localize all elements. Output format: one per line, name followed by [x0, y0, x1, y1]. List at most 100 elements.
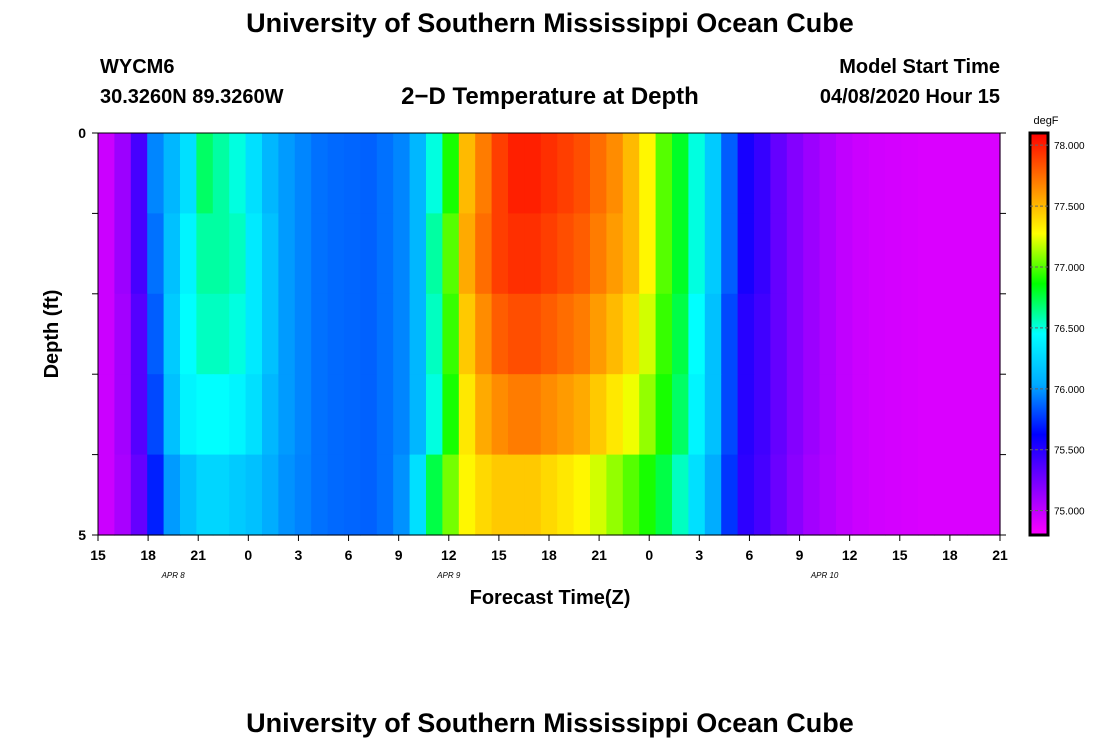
- heatmap-cell: [901, 133, 919, 214]
- heatmap-cell: [754, 293, 771, 375]
- heatmap-cell: [672, 293, 689, 375]
- heatmap-cell: [622, 213, 640, 295]
- heatmap-cell: [655, 293, 673, 375]
- heatmap-cell: [672, 454, 689, 536]
- heatmap-cell: [426, 374, 443, 456]
- heatmap-cell: [491, 374, 509, 456]
- heatmap-cell: [639, 454, 657, 536]
- date-label: APR 8: [161, 571, 186, 580]
- y-axis: 05: [78, 125, 1006, 543]
- heatmap-cell: [114, 293, 132, 375]
- x-tick-label: 18: [942, 547, 958, 563]
- heatmap-cell: [327, 133, 345, 214]
- plot-title: 2−D Temperature at Depth: [401, 83, 699, 110]
- colorbar-tick-label: 76.000: [1054, 385, 1085, 396]
- heatmap-cell: [622, 374, 640, 456]
- heatmap-cell: [360, 454, 378, 536]
- heatmap-cell: [491, 293, 509, 375]
- heatmap-cell: [229, 454, 247, 536]
- heatmap-cell: [573, 293, 591, 375]
- heatmap-cell: [573, 133, 591, 214]
- heatmap-cell: [114, 133, 132, 214]
- heatmap-cell: [918, 133, 935, 214]
- heatmap-cell: [245, 293, 263, 375]
- heatmap-cell: [196, 374, 214, 456]
- heatmap-cell: [475, 133, 493, 214]
- heatmap-cell: [967, 133, 985, 214]
- x-tick-label: 6: [345, 547, 353, 563]
- heatmap-cell: [114, 374, 132, 456]
- heatmap-cell: [98, 454, 115, 536]
- heatmap-cell: [196, 454, 214, 536]
- heatmap-cell: [376, 374, 394, 456]
- heatmap-cell: [737, 293, 755, 375]
- heatmap-cell: [458, 374, 476, 456]
- heatmap-cell: [393, 133, 411, 214]
- heatmap-cell: [327, 374, 345, 456]
- heatmap-cell: [901, 293, 919, 375]
- heatmap-cell: [918, 213, 935, 295]
- heatmap-cell: [212, 213, 230, 295]
- heatmap-cell: [655, 213, 673, 295]
- x-tick-label: 18: [140, 547, 156, 563]
- heatmap-cell: [245, 213, 263, 295]
- heatmap-cell: [130, 454, 148, 536]
- heatmap-cell: [721, 374, 739, 456]
- heatmap-cell: [688, 454, 706, 536]
- model-start-value: 04/08/2020 Hour 15: [819, 86, 1000, 108]
- heatmap-cell: [557, 133, 575, 214]
- heatmap-cell: [737, 133, 755, 214]
- heatmap-cell: [458, 133, 476, 214]
- heatmap-cell: [819, 213, 837, 295]
- heatmap-cell: [606, 454, 624, 536]
- heatmap-cell: [852, 213, 870, 295]
- heatmap-cell: [557, 293, 575, 375]
- heatmap-cell: [130, 133, 148, 214]
- heatmap-cell: [803, 133, 821, 214]
- heatmap-cell: [557, 213, 575, 295]
- heatmap-cell: [212, 133, 230, 214]
- heatmap-cell: [262, 374, 279, 456]
- heatmap-cell: [393, 293, 411, 375]
- page-title: University of Southern Mississippi Ocean…: [246, 8, 854, 38]
- heatmap-cell: [147, 293, 165, 375]
- heatmap-cell: [212, 374, 230, 456]
- heatmap-cell: [967, 374, 985, 456]
- heatmap-cell: [901, 374, 919, 456]
- heatmap-cell: [360, 213, 378, 295]
- heatmap-cell: [590, 454, 607, 536]
- heatmap-cell: [573, 213, 591, 295]
- heatmap-cell: [163, 374, 181, 456]
- y-tick-label: 0: [78, 125, 86, 141]
- heatmap-cell: [606, 133, 624, 214]
- heatmap-cell: [754, 133, 771, 214]
- heatmap-cell: [770, 133, 788, 214]
- heatmap-cell: [393, 213, 411, 295]
- heatmap-cell: [868, 374, 886, 456]
- heatmap-cell: [606, 293, 624, 375]
- heatmap-cell: [721, 213, 739, 295]
- heatmap-cell: [278, 213, 296, 295]
- heatmap-cell: [294, 374, 312, 456]
- heatmap-cell: [885, 213, 903, 295]
- heatmap-cell: [786, 213, 804, 295]
- x-tick-label: 15: [892, 547, 908, 563]
- heatmap-cell: [229, 374, 247, 456]
- heatmap-cell: [163, 454, 181, 536]
- heatmap-cell: [278, 454, 296, 536]
- heatmap-cell: [327, 293, 345, 375]
- heatmap-cell: [819, 293, 837, 375]
- heatmap-cell: [983, 133, 1001, 214]
- heatmap-cell: [803, 213, 821, 295]
- heatmap-cell: [147, 454, 165, 536]
- heatmap-cell: [278, 293, 296, 375]
- heatmap-cell: [426, 213, 443, 295]
- heatmap-cell: [360, 374, 378, 456]
- x-tick-label: 9: [796, 547, 804, 563]
- x-tick-label: 15: [90, 547, 106, 563]
- heatmap-cell: [229, 133, 247, 214]
- x-tick-label: 0: [244, 547, 252, 563]
- heatmap-cell: [311, 293, 329, 375]
- heatmap-cell: [458, 454, 476, 536]
- heatmap-cell: [606, 374, 624, 456]
